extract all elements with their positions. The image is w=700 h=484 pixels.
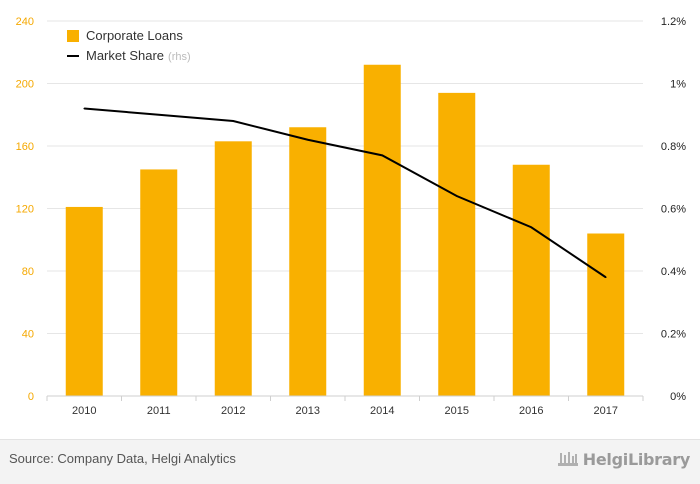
left-tick-label: 40 xyxy=(22,329,34,341)
x-tick-label: 2016 xyxy=(519,405,543,417)
line-series xyxy=(83,107,607,279)
legend: Corporate Loans Market Share (rhs) xyxy=(67,28,191,63)
bar xyxy=(140,169,178,396)
x-tick-label: 2015 xyxy=(445,405,469,417)
source-note: Source: Company Data, Helgi Analytics xyxy=(9,451,236,466)
right-tick-label: 1% xyxy=(670,79,686,91)
x-tick-label: 2010 xyxy=(72,405,96,417)
bar xyxy=(289,127,327,396)
x-tick-label: 2011 xyxy=(147,405,171,417)
line-point xyxy=(232,120,235,122)
bar xyxy=(65,206,103,396)
library-icon xyxy=(557,452,578,466)
bar xyxy=(214,141,252,396)
right-tick-label: 0.2% xyxy=(661,329,686,341)
brand-name: HelgiLibrary xyxy=(582,449,691,469)
line-point xyxy=(306,138,309,141)
gridlines xyxy=(47,20,643,397)
bar xyxy=(512,164,550,396)
x-axis: 2010 2011 2012 2013 2014 2015 2016 2017 xyxy=(46,395,644,417)
line-point xyxy=(604,276,607,279)
x-tick-label: 2012 xyxy=(221,405,245,417)
x-tick-label: 2017 xyxy=(594,405,618,417)
line-point xyxy=(381,154,384,157)
bar xyxy=(587,233,625,396)
line-point xyxy=(530,226,533,229)
brand-logo: HelgiLibrary xyxy=(557,449,690,469)
left-tick-label: 0 xyxy=(28,391,34,403)
chart: 0 40 80 120 160 200 240 0% 0.2% 0.4% 0.6% 0.8% 1% 1.… xyxy=(16,16,687,417)
bar-series xyxy=(65,64,625,396)
market-share-line xyxy=(84,107,607,279)
line-point xyxy=(157,113,160,116)
footer: Source: Company Data, Helgi Analytics He… xyxy=(0,439,700,484)
right-tick-label: 1.2% xyxy=(661,16,686,28)
left-tick-label: 120 xyxy=(16,204,34,216)
legend-line-name: Market Share xyxy=(86,48,164,63)
left-axis: 0 40 80 120 160 200 240 xyxy=(16,16,34,403)
x-tick-label: 2014 xyxy=(370,405,394,417)
left-tick-label: 80 xyxy=(22,266,34,278)
right-tick-label: 0.8% xyxy=(661,141,686,153)
line-point xyxy=(455,195,458,197)
right-tick-label: 0.6% xyxy=(661,204,686,216)
left-tick-label: 160 xyxy=(16,141,34,153)
legend-line-label: Market Share (rhs) xyxy=(86,48,191,63)
legend-bar-label: Corporate Loans xyxy=(86,28,183,43)
right-axis: 0% 0.2% 0.4% 0.6% 0.8% 1% 1.2% xyxy=(661,16,686,403)
left-tick-label: 200 xyxy=(16,79,34,91)
right-tick-label: 0.4% xyxy=(661,266,686,278)
left-tick-label: 240 xyxy=(16,16,34,28)
bar xyxy=(438,92,476,396)
legend-bar-swatch xyxy=(67,30,79,42)
line-point xyxy=(83,107,86,110)
right-tick-label: 0% xyxy=(670,391,686,403)
bar xyxy=(363,64,401,396)
legend-line-suffix: (rhs) xyxy=(168,51,191,63)
x-tick-label: 2013 xyxy=(296,405,320,417)
